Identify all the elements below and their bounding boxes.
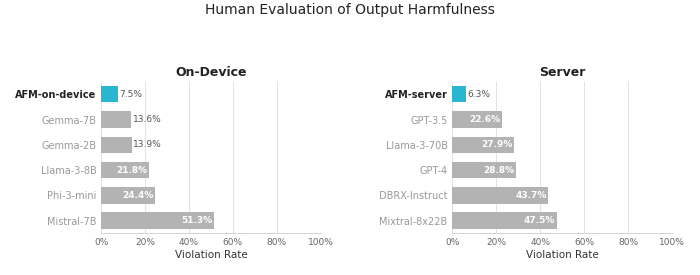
Bar bbox=[101, 213, 214, 229]
Text: Human Evaluation of Output Harmfulness: Human Evaluation of Output Harmfulness bbox=[205, 3, 495, 17]
Bar bbox=[452, 111, 502, 128]
Bar bbox=[101, 162, 149, 178]
X-axis label: Violation Rate: Violation Rate bbox=[526, 250, 598, 260]
Bar bbox=[101, 86, 118, 102]
Text: 13.6%: 13.6% bbox=[132, 115, 161, 124]
Text: 6.3%: 6.3% bbox=[468, 90, 491, 99]
Bar bbox=[452, 187, 548, 204]
Bar bbox=[452, 162, 516, 178]
Title: On-Device: On-Device bbox=[175, 66, 246, 79]
Text: 51.3%: 51.3% bbox=[181, 216, 212, 225]
Text: 47.5%: 47.5% bbox=[524, 216, 555, 225]
Text: 22.6%: 22.6% bbox=[470, 115, 500, 124]
X-axis label: Violation Rate: Violation Rate bbox=[174, 250, 247, 260]
Text: 7.5%: 7.5% bbox=[119, 90, 142, 99]
Text: 21.8%: 21.8% bbox=[116, 166, 148, 175]
Bar bbox=[452, 137, 514, 153]
Text: 43.7%: 43.7% bbox=[515, 191, 547, 200]
Bar bbox=[101, 137, 132, 153]
Text: 27.9%: 27.9% bbox=[481, 140, 512, 149]
Bar bbox=[452, 86, 466, 102]
Text: 13.9%: 13.9% bbox=[133, 140, 162, 149]
Title: Server: Server bbox=[539, 66, 585, 79]
Bar bbox=[101, 187, 155, 204]
Bar bbox=[101, 111, 131, 128]
Bar bbox=[452, 213, 556, 229]
Text: 28.8%: 28.8% bbox=[483, 166, 514, 175]
Text: 24.4%: 24.4% bbox=[122, 191, 153, 200]
